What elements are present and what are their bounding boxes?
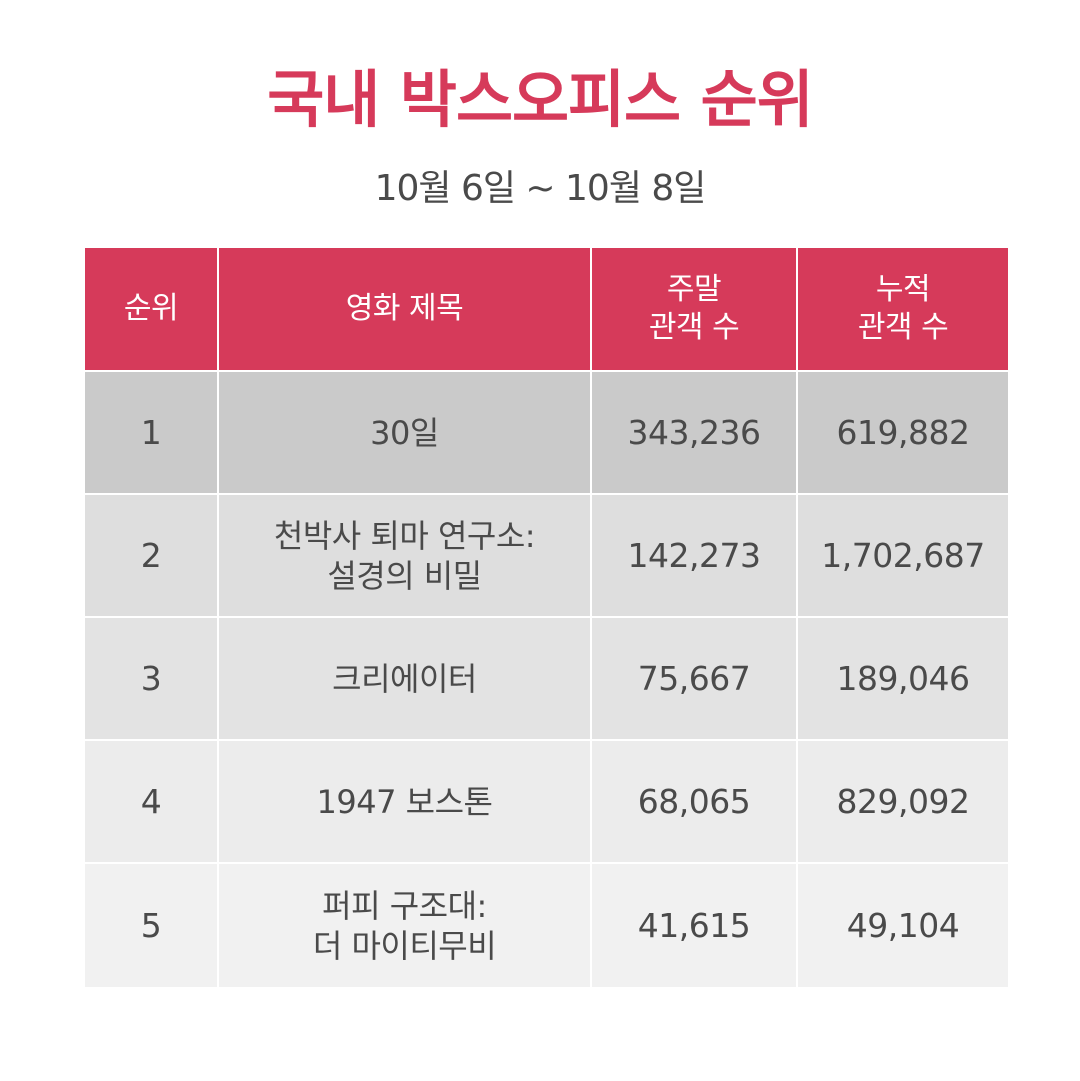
movie-title-cell: 천박사 퇴마 연구소: 설경의 비밀 xyxy=(219,495,592,618)
date-range: 10월 6일 ~ 10월 8일 xyxy=(374,168,707,209)
page-title: 국내 박스오피스 순위 xyxy=(267,63,814,136)
total-audience-cell: 1,702,687 xyxy=(798,495,1008,618)
header-movie-title: 영화 제목 xyxy=(219,248,592,372)
rank-cell: 1 xyxy=(85,372,219,495)
total-audience-cell: 49,104 xyxy=(798,864,1008,987)
table-row: 2 천박사 퇴마 연구소: 설경의 비밀 142,273 1,702,687 xyxy=(85,495,1008,618)
rank-cell: 2 xyxy=(85,495,219,618)
movie-title-cell: 1947 보스톤 xyxy=(219,741,592,864)
weekend-audience-cell: 41,615 xyxy=(592,864,798,987)
header-rank: 순위 xyxy=(85,248,219,372)
weekend-audience-cell: 343,236 xyxy=(592,372,798,495)
rank-cell: 3 xyxy=(85,618,219,741)
table-row: 4 1947 보스톤 68,065 829,092 xyxy=(85,741,1008,864)
table-header-row: 순위 영화 제목 주말 관객 수 누적 관객 수 xyxy=(85,248,1008,372)
rank-cell: 5 xyxy=(85,864,219,987)
table-row: 5 퍼피 구조대: 더 마이티무비 41,615 49,104 xyxy=(85,864,1008,987)
weekend-audience-cell: 142,273 xyxy=(592,495,798,618)
weekend-audience-cell: 68,065 xyxy=(592,741,798,864)
weekend-audience-cell: 75,667 xyxy=(592,618,798,741)
movie-title-cell: 크리에이터 xyxy=(219,618,592,741)
header-total-audience: 누적 관객 수 xyxy=(798,248,1008,372)
rank-cell: 4 xyxy=(85,741,219,864)
header-weekend-audience: 주말 관객 수 xyxy=(592,248,798,372)
movie-title-cell: 30일 xyxy=(219,372,592,495)
table-row: 3 크리에이터 75,667 189,046 xyxy=(85,618,1008,741)
table-row: 1 30일 343,236 619,882 xyxy=(85,372,1008,495)
total-audience-cell: 829,092 xyxy=(798,741,1008,864)
total-audience-cell: 189,046 xyxy=(798,618,1008,741)
total-audience-cell: 619,882 xyxy=(798,372,1008,495)
box-office-table: 순위 영화 제목 주말 관객 수 누적 관객 수 1 30일 343,236 6… xyxy=(85,248,1008,987)
movie-title-cell: 퍼피 구조대: 더 마이티무비 xyxy=(219,864,592,987)
